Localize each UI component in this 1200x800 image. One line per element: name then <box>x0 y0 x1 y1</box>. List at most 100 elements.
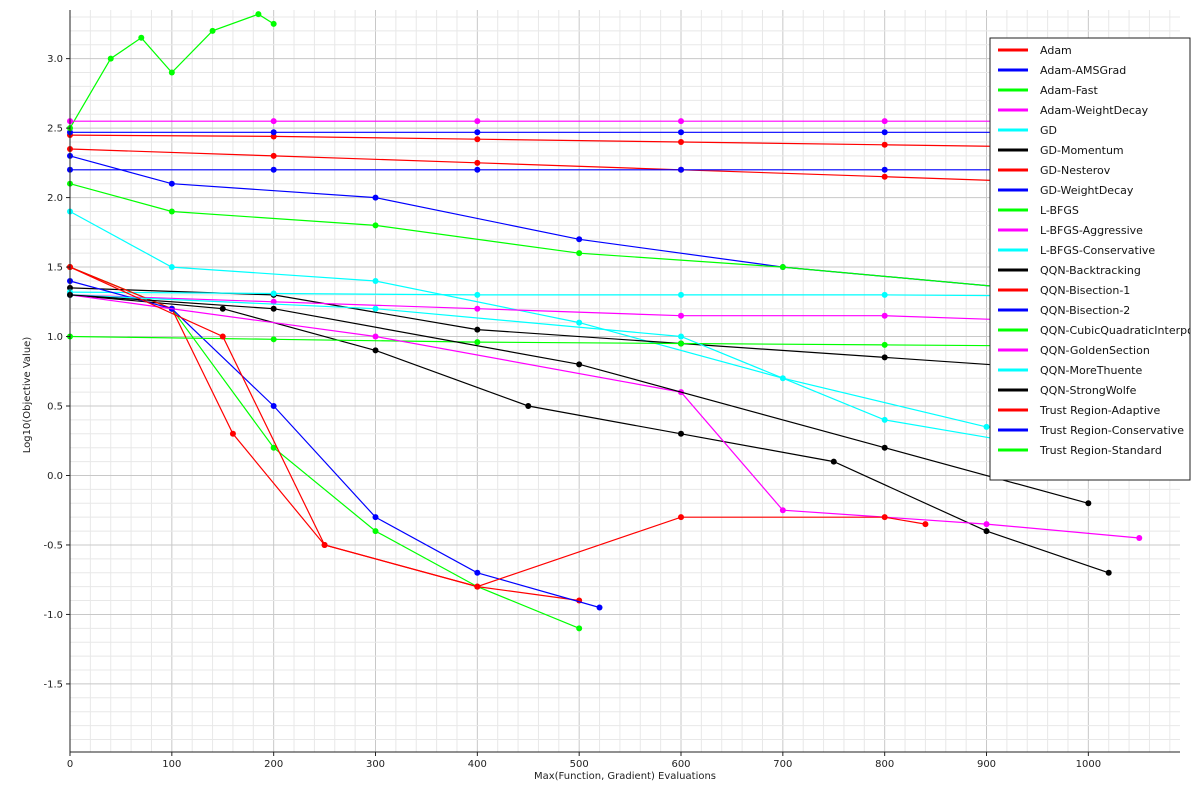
data-point <box>474 326 481 333</box>
data-point <box>1105 569 1112 576</box>
y-tick-label: 0.0 <box>47 471 63 482</box>
legend-label: QQN-MoreThuente <box>1040 364 1142 377</box>
data-point <box>881 312 888 319</box>
data-point <box>881 514 888 521</box>
legend-item: GD-Nesterov <box>998 164 1111 177</box>
x-tick-label: 900 <box>977 759 996 770</box>
series-line <box>69 294 1140 539</box>
data-point <box>474 118 481 125</box>
series-line <box>69 294 1109 574</box>
data-point <box>881 173 888 180</box>
series-line <box>69 183 1089 296</box>
tick-labels: 0 100 200 300 400 500 600 700 800 900 1000 -1.5 -1.0… <box>43 54 1101 770</box>
data-point <box>474 339 481 346</box>
data-point <box>525 403 532 410</box>
y-tick-label: -1.5 <box>43 679 63 690</box>
data-point <box>270 133 277 140</box>
data-point <box>372 514 379 521</box>
data-point <box>474 305 481 312</box>
data-point <box>474 136 481 143</box>
legend-label: GD-WeightDecay <box>1040 184 1134 197</box>
series-line <box>69 280 600 609</box>
data-point <box>372 333 379 340</box>
legend-item: GD-Momentum <box>998 144 1124 157</box>
legend-item: L-BFGS <box>998 204 1079 217</box>
y-tick-label: 1.0 <box>47 332 63 343</box>
y-tick-label: 2.0 <box>47 193 63 204</box>
y-tick-label: 3.0 <box>47 54 63 65</box>
y-axis-label: Log10(Objective Value) <box>22 337 33 454</box>
data-point <box>678 430 685 437</box>
series-qqn-bisection-2 <box>67 277 603 611</box>
series-qqn-backtracking <box>67 291 1112 576</box>
series-line <box>69 335 1089 347</box>
data-point <box>372 347 379 354</box>
legend-item: QQN-Bisection-1 <box>998 284 1130 297</box>
legend-item: QQN-CubicQuadraticInterpolation <box>998 324 1200 337</box>
data-point <box>678 333 685 340</box>
data-point <box>107 55 114 62</box>
series-adam-weightdecay <box>67 118 1092 125</box>
data-point <box>576 319 583 326</box>
y-tick-label: -1.0 <box>43 610 63 621</box>
data-point <box>881 291 888 298</box>
y-tick-label: -0.5 <box>43 540 63 551</box>
legend-box <box>989 37 1191 481</box>
legend-item: L-BFGS-Conservative <box>998 244 1155 257</box>
data-point <box>678 312 685 319</box>
data-point <box>270 152 277 159</box>
legend-entries: Adam Adam-AMSGrad Adam-Fast Adam-WeightDeca… <box>998 44 1200 457</box>
data-point <box>983 423 990 430</box>
data-point <box>922 521 929 528</box>
legend-item: QQN-GoldenSection <box>998 344 1150 357</box>
data-point <box>270 290 277 297</box>
legend-label: QQN-GoldenSection <box>1040 344 1150 357</box>
data-point <box>270 403 277 410</box>
legend-item: Trust Region-Conservative <box>998 424 1184 437</box>
data-point <box>372 528 379 535</box>
legend-item: Adam-AMSGrad <box>998 64 1126 77</box>
x-tick-label: 400 <box>468 759 487 770</box>
data-point <box>881 341 888 348</box>
data-point <box>881 141 888 148</box>
data-point <box>474 129 481 136</box>
data-point <box>474 569 481 576</box>
data-point <box>474 583 481 590</box>
data-point <box>270 20 277 27</box>
legend-label: QQN-Bisection-2 <box>1040 304 1130 317</box>
data-point <box>830 458 837 465</box>
series-gd-weightdecay <box>67 166 1092 173</box>
y-tick-label: 0.5 <box>47 402 63 413</box>
legend-label: GD <box>1040 124 1057 137</box>
data-point <box>779 264 786 271</box>
data-point <box>678 129 685 136</box>
data-point <box>881 129 888 136</box>
legend-label: Adam-Fast <box>1040 84 1099 97</box>
legend-label: Adam-AMSGrad <box>1040 64 1126 77</box>
axes <box>69 10 1180 753</box>
data-point <box>270 336 277 343</box>
data-point <box>678 514 685 521</box>
data-point <box>219 305 226 312</box>
data-point <box>321 541 328 548</box>
legend-label: Adam-WeightDecay <box>1040 104 1149 117</box>
data-point <box>596 604 603 611</box>
data-point <box>881 444 888 451</box>
data-point <box>678 340 685 347</box>
data-point <box>1085 500 1092 507</box>
x-tick-label: 300 <box>366 759 385 770</box>
data-point <box>270 129 277 136</box>
data-point <box>270 305 277 312</box>
data-point <box>983 521 990 528</box>
data-point <box>229 430 236 437</box>
data-point <box>474 159 481 166</box>
data-point <box>372 277 379 284</box>
legend-label: QQN-CubicQuadraticInterpolation <box>1040 324 1200 337</box>
data-point <box>678 166 685 173</box>
legend-label: QQN-StrongWolfe <box>1040 384 1137 397</box>
x-tick-label: 500 <box>570 759 589 770</box>
series-line <box>69 294 1089 324</box>
legend-item: QQN-StrongWolfe <box>998 384 1137 397</box>
series-adam-fast <box>67 11 277 132</box>
